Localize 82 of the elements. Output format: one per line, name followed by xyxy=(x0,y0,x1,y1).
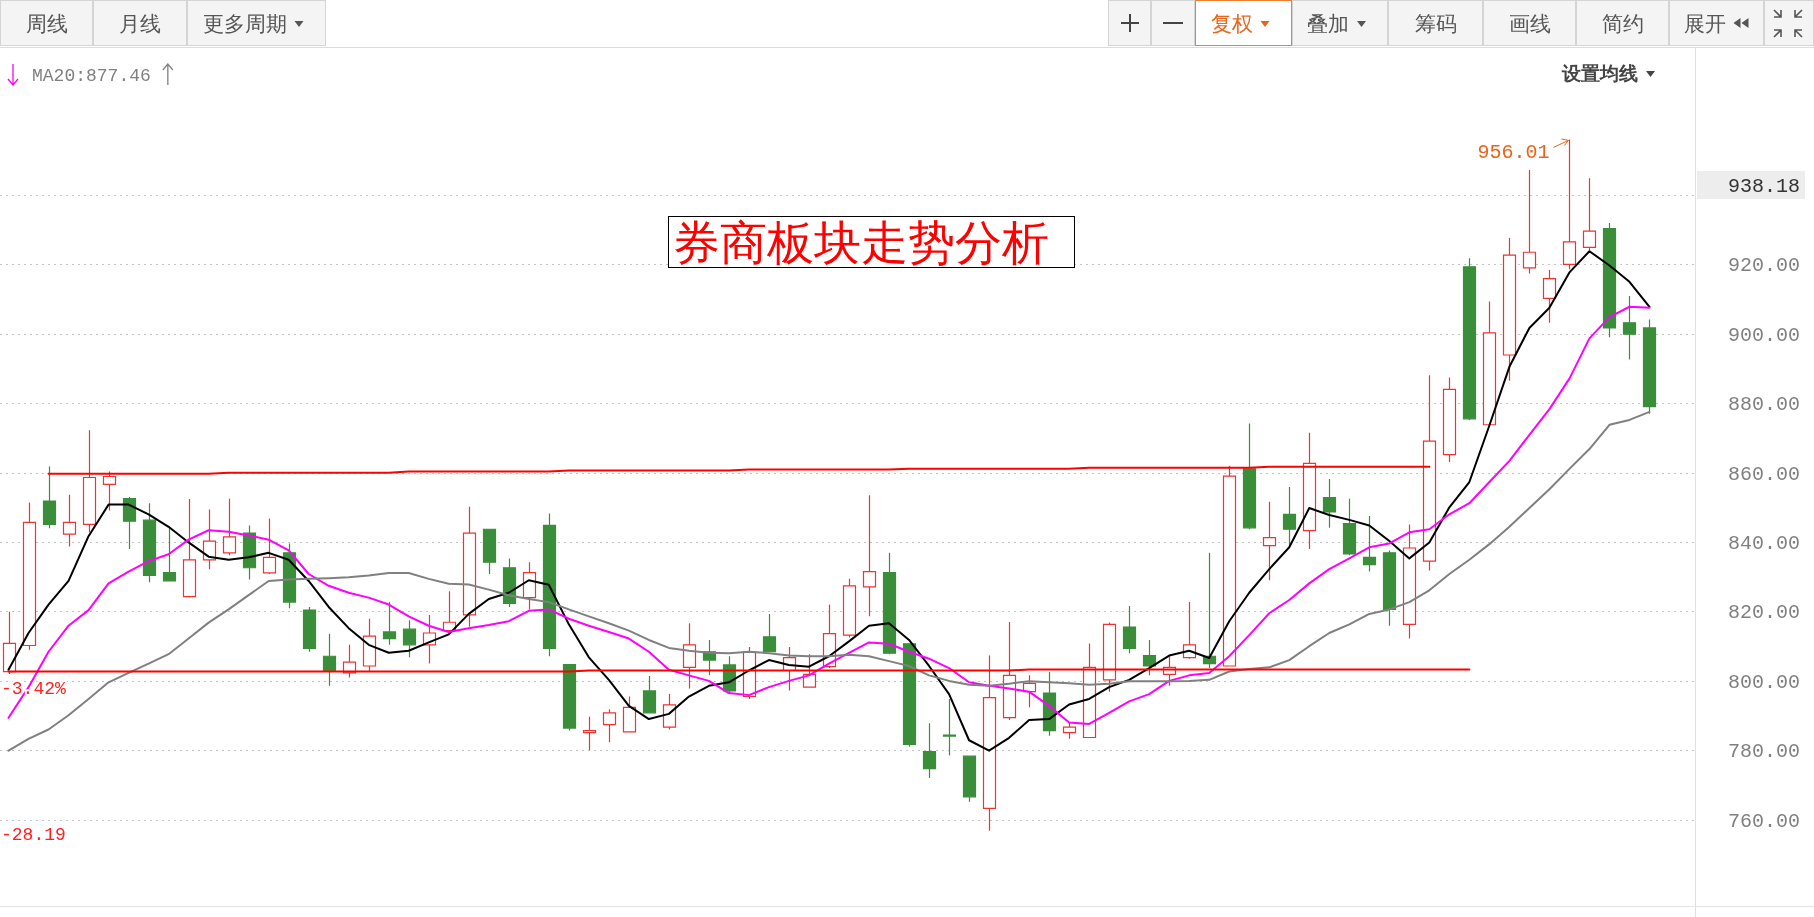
candlestick xyxy=(1362,515,1377,573)
candlestick xyxy=(302,606,317,653)
candlestick xyxy=(1322,478,1337,529)
candlestick xyxy=(962,755,977,803)
candlestick xyxy=(1442,376,1457,463)
candlestick xyxy=(462,506,477,628)
candlestick xyxy=(1602,222,1617,338)
candlestick xyxy=(142,502,157,583)
candlestick xyxy=(202,508,217,570)
candlestick xyxy=(1302,432,1317,550)
title: 券商板块走势分析 xyxy=(668,215,1075,270)
candlestick xyxy=(802,653,817,688)
candlestick xyxy=(1542,269,1557,324)
candlestick xyxy=(1622,295,1637,361)
y-tick-label: 860.00 xyxy=(1727,462,1800,486)
candlestick xyxy=(82,429,97,533)
y-tick-label: 820.00 xyxy=(1727,601,1800,625)
candlestick xyxy=(1222,465,1237,667)
candlestick xyxy=(642,675,657,714)
candlestick xyxy=(1202,552,1217,669)
candlestick xyxy=(322,633,337,687)
candlestick xyxy=(542,513,557,657)
candlestick xyxy=(1402,523,1417,640)
candlestick xyxy=(1422,374,1437,572)
y-tick-label: 920.00 xyxy=(1727,254,1800,278)
annotation: -28.19 xyxy=(1,825,66,845)
y-tick-label: 800.00 xyxy=(1727,670,1800,694)
candlestick xyxy=(1562,138,1577,270)
candlestick xyxy=(902,643,917,748)
candlestick xyxy=(382,601,397,646)
candlestick xyxy=(402,619,417,658)
candlestick xyxy=(862,494,877,617)
candlestick xyxy=(222,498,237,556)
candlestick xyxy=(622,695,637,733)
candlestick xyxy=(1282,486,1297,547)
candlestick xyxy=(1522,169,1537,275)
toolbar: 周线 月线 更多周期 复权 叠加 筹码 画线 简约 展开 xyxy=(0,0,1814,46)
candlestick xyxy=(42,465,57,529)
candlestick xyxy=(1242,422,1257,530)
candlestick xyxy=(582,716,597,751)
y-tick-label: 760.00 xyxy=(1727,809,1800,833)
y-tick-label: 880.00 xyxy=(1727,393,1800,417)
candlestick xyxy=(1382,549,1397,627)
candlestick xyxy=(362,618,377,673)
text: 938.18 xyxy=(1727,175,1800,198)
candlestick xyxy=(162,527,177,582)
candlestick xyxy=(762,613,777,653)
line-series xyxy=(47,465,1431,475)
candlestick xyxy=(262,517,277,575)
legend: MA20:877.46 xyxy=(7,63,174,86)
candlestick xyxy=(982,654,997,832)
candlestick xyxy=(62,494,77,548)
candlestick xyxy=(1342,498,1357,556)
candlestick xyxy=(562,663,577,732)
candlestick xyxy=(1142,639,1157,676)
candlestick xyxy=(602,708,617,743)
candlestick xyxy=(122,496,137,550)
annotation: 956.01 xyxy=(1477,141,1550,165)
candlestick xyxy=(482,528,497,575)
candlestick xyxy=(182,498,197,599)
candlestick xyxy=(922,722,937,779)
candlestick xyxy=(942,698,957,757)
candlestick xyxy=(1582,177,1597,251)
candlestick xyxy=(1482,300,1497,426)
candlestick xyxy=(1002,621,1017,721)
candlestick xyxy=(842,578,857,639)
y-tick-label: 840.00 xyxy=(1727,532,1800,556)
candlestick xyxy=(1642,319,1657,415)
candlestick xyxy=(102,471,117,512)
candlestick xyxy=(1062,721,1077,740)
y-tick-label: 780.00 xyxy=(1727,740,1800,764)
candlestick xyxy=(1102,622,1117,693)
candlestick xyxy=(1262,501,1277,581)
candlestick xyxy=(1122,605,1137,654)
candlestick xyxy=(1502,237,1517,382)
candlestick xyxy=(682,622,697,690)
candlestick xyxy=(522,561,537,611)
candlestick xyxy=(1462,257,1477,421)
candlestick xyxy=(22,501,37,651)
candlestick xyxy=(882,552,897,655)
y-tick-label: 900.00 xyxy=(1727,323,1800,347)
annotation: 设置均线 xyxy=(1561,62,1638,84)
